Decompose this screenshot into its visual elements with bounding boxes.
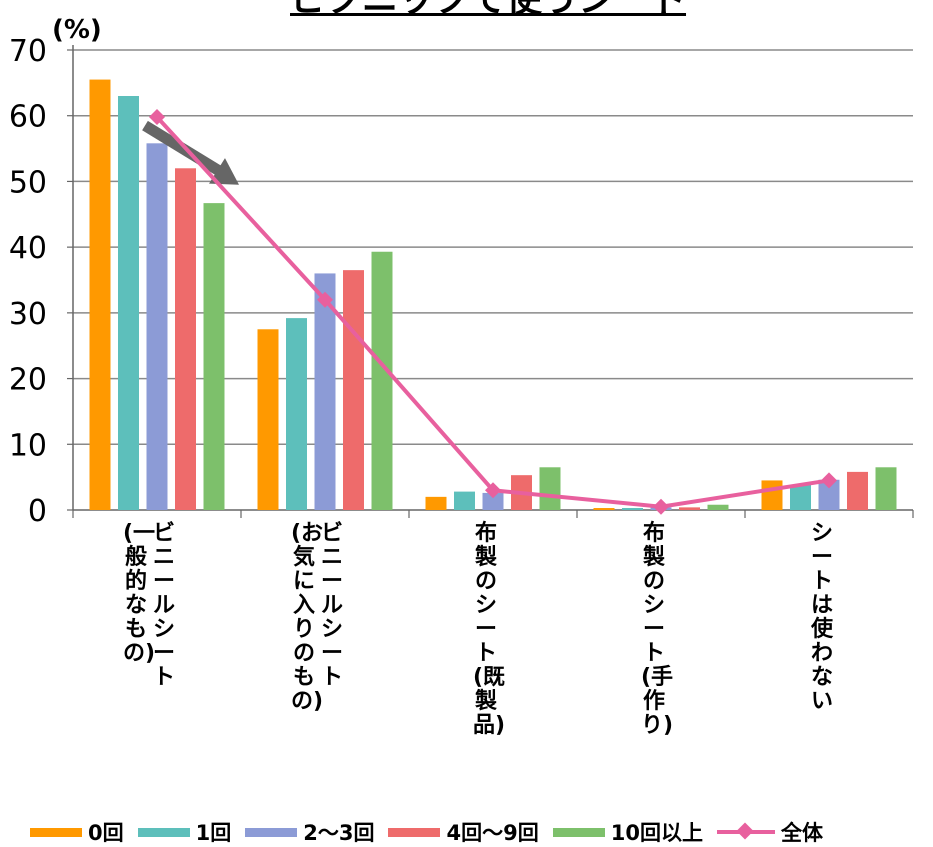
legend-line-swatch: [716, 822, 775, 840]
legend-item: 10回以上: [552, 817, 703, 847]
legend-swatch: [30, 827, 82, 837]
legend-swatch: [552, 827, 605, 837]
bar: [847, 471, 868, 510]
line-point: [149, 109, 165, 126]
bar: [622, 508, 643, 510]
y-tick-label: 50: [9, 165, 47, 200]
bar: [707, 504, 729, 510]
legend-item: 全体: [716, 817, 823, 847]
bar: [790, 485, 811, 510]
bar: [539, 467, 561, 510]
bar: [257, 329, 279, 510]
legend-label: 0回: [88, 821, 124, 845]
legend-label: 4回〜9回: [446, 821, 539, 845]
bar: [89, 79, 111, 511]
bar: [314, 273, 336, 510]
bar: [761, 480, 783, 510]
bar: [371, 251, 393, 510]
bar: [425, 496, 447, 510]
y-tick-label: 70: [9, 34, 47, 69]
bar: [146, 143, 168, 511]
x-category-label: (一般的なもの): [123, 521, 156, 666]
trend-arrow-head: [209, 158, 239, 185]
y-tick-label: 30: [9, 297, 47, 332]
line-point: [485, 482, 501, 499]
x-category-label: シートは使わない: [810, 521, 833, 714]
legend-label: 全体: [780, 821, 823, 845]
bar: [679, 507, 700, 510]
legend-item: 2〜3回: [245, 817, 374, 847]
legend-item: 1回: [137, 817, 232, 847]
legend-swatch: [388, 827, 441, 837]
legend-label: 2〜3回: [303, 821, 375, 845]
bar: [343, 270, 364, 510]
bar: [593, 508, 615, 510]
legend-swatch: [245, 827, 298, 837]
bar: [175, 168, 196, 511]
x-category-label: ビニールシート: [320, 521, 343, 690]
line-point: [653, 498, 669, 515]
bar: [118, 96, 139, 510]
x-category-label: 布製のシート(手作り): [641, 521, 674, 738]
legend-item: 0回: [30, 817, 124, 847]
legend-swatch: [137, 827, 190, 837]
y-tick-label: 10: [9, 428, 47, 463]
y-tick-label: 0: [28, 494, 47, 529]
legend-label: 10回以上: [610, 821, 703, 845]
bar: [875, 467, 897, 510]
y-tick-label: 60: [9, 100, 47, 135]
line-point: [317, 291, 333, 308]
bar: [203, 203, 225, 510]
x-category-label: 布製のシート(既製品): [473, 521, 506, 738]
x-category-label: (お気に入りのもの): [291, 521, 324, 714]
y-axis-label: (%): [52, 15, 102, 45]
bar: [482, 492, 504, 510]
bar: [286, 318, 307, 510]
line-point: [821, 472, 837, 489]
chart-title: ピクニックで使うシート: [290, 0, 686, 22]
x-category-label: ビニールシート: [152, 521, 175, 690]
legend: 0回 1回 2〜3回 4回〜9回 10回以上 全体: [30, 818, 930, 846]
y-tick-label: 20: [9, 363, 47, 398]
legend-label: 1回: [195, 821, 232, 845]
legend-item: 4回〜9回: [388, 817, 539, 847]
bar: [454, 491, 475, 510]
bar: [818, 479, 840, 510]
y-tick-label: 40: [9, 231, 47, 266]
